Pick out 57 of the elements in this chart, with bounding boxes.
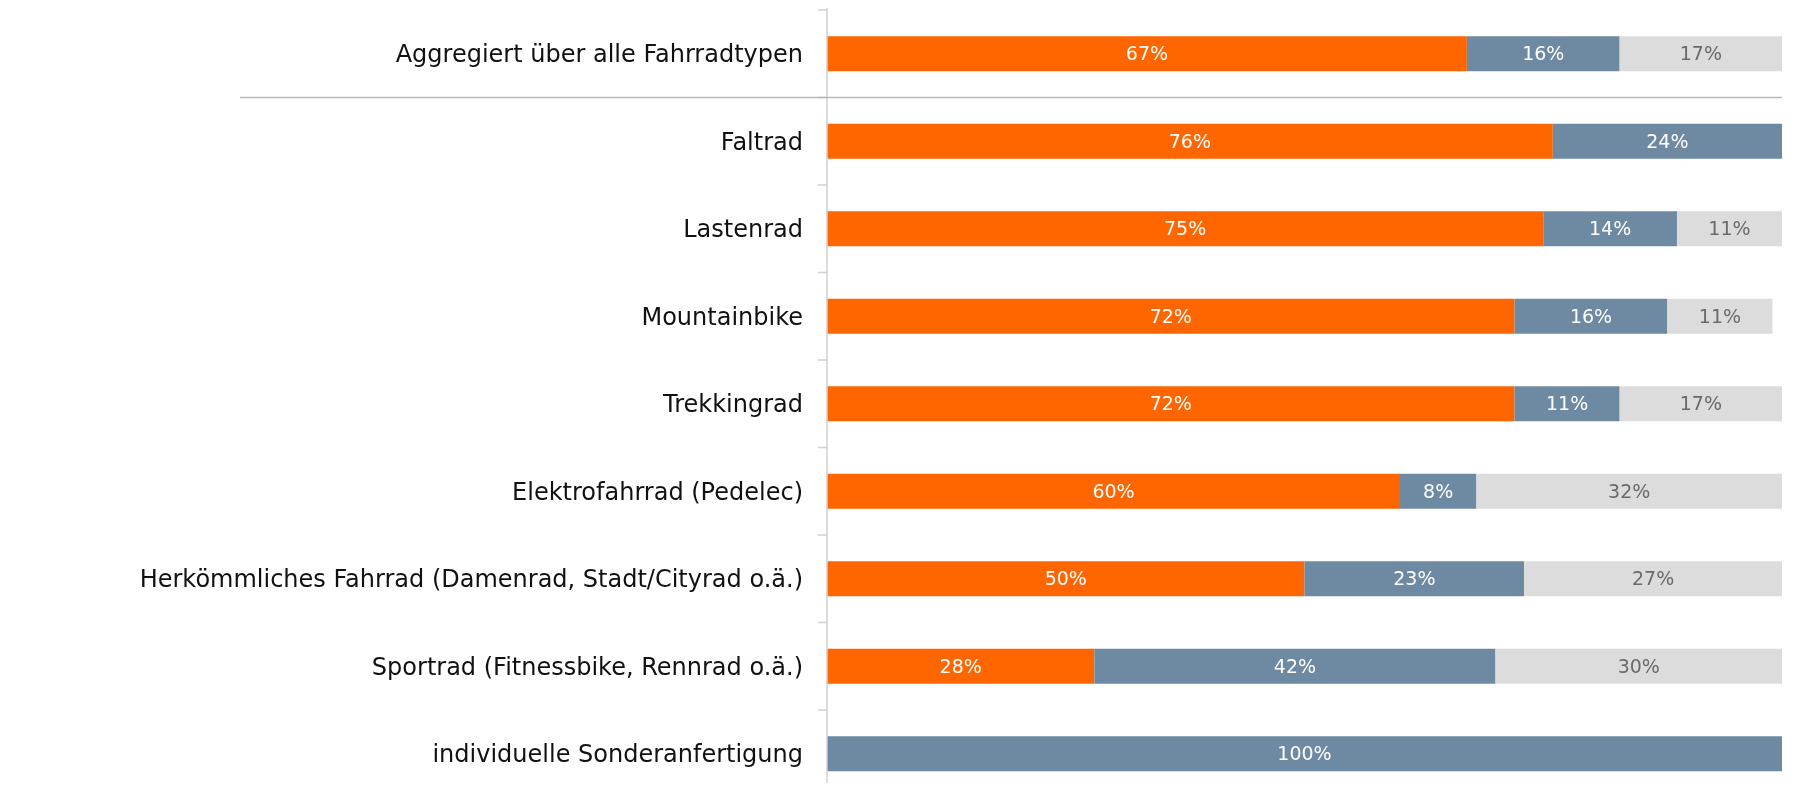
y-tick-label: Faltrad: [720, 127, 803, 156]
data-label: 60%: [1092, 479, 1135, 502]
bar: [827, 473, 1400, 509]
bar: [1400, 473, 1477, 509]
bar: [1466, 36, 1620, 72]
data-label: 32%: [1608, 479, 1651, 502]
bar: [1667, 298, 1773, 334]
bar: [827, 736, 1782, 772]
data-label: 27%: [1631, 567, 1675, 590]
data-label: 72%: [1149, 392, 1192, 415]
bar: [1543, 211, 1677, 247]
data-label: 24%: [1646, 129, 1689, 152]
y-tick-label: individuelle Sonderanfertigung: [432, 740, 803, 769]
data-label: 16%: [1569, 304, 1613, 327]
bar: [827, 298, 1515, 334]
bar: [827, 36, 1467, 72]
y-tick-label: Mountainbike: [641, 302, 803, 331]
bar: [827, 561, 1305, 597]
bar: [1304, 561, 1525, 597]
bar: [827, 648, 1095, 684]
bar: [1476, 473, 1782, 509]
y-tick-label: Herkömmliches Fahrrad (Damenrad, Stadt/Cityrad o.ä.): [139, 565, 803, 594]
data-label: 11%: [1708, 217, 1751, 240]
bar: [827, 386, 1515, 422]
data-label: 11%: [1546, 392, 1589, 415]
y-tick-label: Elektrofahrrad (Pedelec): [512, 477, 803, 506]
bar: [1514, 298, 1668, 334]
y-tick-label: Sportrad (Fitnessbike, Rennrad o.ä.): [371, 652, 803, 681]
bar: [1552, 123, 1782, 159]
bar: [1676, 211, 1782, 247]
data-label: 72%: [1149, 304, 1192, 327]
bar: [1495, 648, 1782, 684]
data-label: 14%: [1588, 217, 1632, 240]
data-label: 8%: [1423, 479, 1454, 502]
data-label: 75%: [1164, 217, 1207, 240]
bar: [1524, 561, 1782, 597]
bar: [827, 211, 1544, 247]
data-label: 50%: [1044, 567, 1087, 590]
data-label: 67%: [1125, 42, 1169, 65]
bar: [1619, 386, 1782, 422]
bar: [827, 123, 1553, 159]
data-label: 28%: [939, 654, 982, 677]
data-label: 16%: [1522, 42, 1565, 65]
bar: [1619, 36, 1782, 72]
data-label: 30%: [1617, 654, 1660, 677]
y-tick-label: Aggregiert über alle Fahrradtypen: [395, 40, 803, 69]
data-label: 17%: [1679, 392, 1722, 415]
data-label: 17%: [1679, 42, 1722, 65]
data-label: 23%: [1393, 567, 1436, 590]
bar: [1514, 386, 1620, 422]
data-label: 100%: [1277, 742, 1332, 765]
data-label: 76%: [1168, 129, 1212, 152]
data-label: 42%: [1273, 654, 1317, 677]
y-tick-label: Trekkingrad: [662, 390, 803, 419]
bar: [1094, 648, 1496, 684]
data-label: 11%: [1698, 304, 1742, 327]
y-tick-label: Lastenrad: [683, 215, 803, 244]
